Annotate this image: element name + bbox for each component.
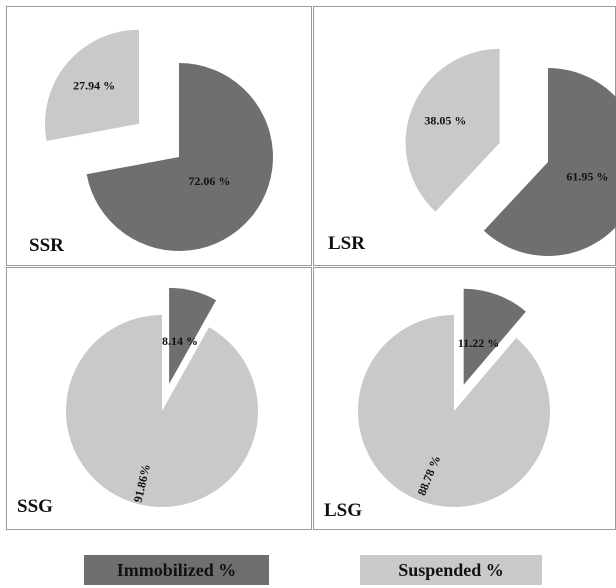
pie-slice-label: 8.14 %	[162, 334, 198, 348]
pie-chart-ssg: 8.14 %91.86%	[66, 287, 258, 507]
pie-slice-immobilized	[483, 68, 616, 256]
pie-slice-immobilized	[86, 63, 274, 251]
pie-panel-lsr: 61.95 % 38.05 % LSR	[313, 6, 616, 266]
pie-slice-suspended	[44, 29, 139, 142]
panel-label-lsr: LSR	[328, 233, 365, 254]
pie-slice-suspended	[405, 48, 500, 212]
pie-panel-lsg: 11.22 % 88.78 % LSG	[313, 267, 616, 530]
panel-label-ssr: SSR	[29, 235, 64, 256]
panel-label-ssg: SSG	[17, 496, 53, 517]
pie-slice-suspended	[358, 315, 550, 507]
pie-chart-ssr: 72.06 % 27.94 %	[44, 29, 274, 251]
pie-slice-label: 38.05 %	[424, 113, 466, 127]
legend-suspended: Suspended %	[360, 555, 542, 585]
pie-slice-immobilized	[463, 288, 526, 385]
panel-label-lsg: LSG	[324, 500, 363, 521]
legend-immobilized: Immobilized %	[84, 555, 269, 585]
pie-slice-label: 27.94 %	[73, 78, 115, 92]
pie-slice-suspended	[66, 315, 258, 507]
pie-slice-label: 72.06 %	[188, 174, 230, 188]
pie-panel-ssg: 8.14 % 91.86% SSG	[6, 267, 312, 530]
pie-chart-lsr: 61.95 % 38.05 %	[405, 48, 616, 256]
pie-slice-label: 11.22 %	[458, 336, 499, 350]
pie-panel-ssr: 72.06 % 27.94 % SSR	[6, 6, 312, 266]
pie-slice-immobilized	[169, 287, 217, 384]
pie-chart-lsg: 11.22 %88.78 %	[358, 288, 550, 507]
pie-slice-label: 61.95 %	[566, 169, 608, 183]
